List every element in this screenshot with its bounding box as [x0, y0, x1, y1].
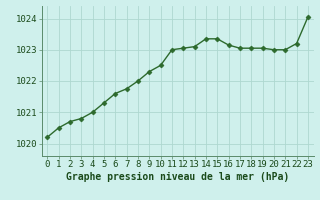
- X-axis label: Graphe pression niveau de la mer (hPa): Graphe pression niveau de la mer (hPa): [66, 172, 289, 182]
